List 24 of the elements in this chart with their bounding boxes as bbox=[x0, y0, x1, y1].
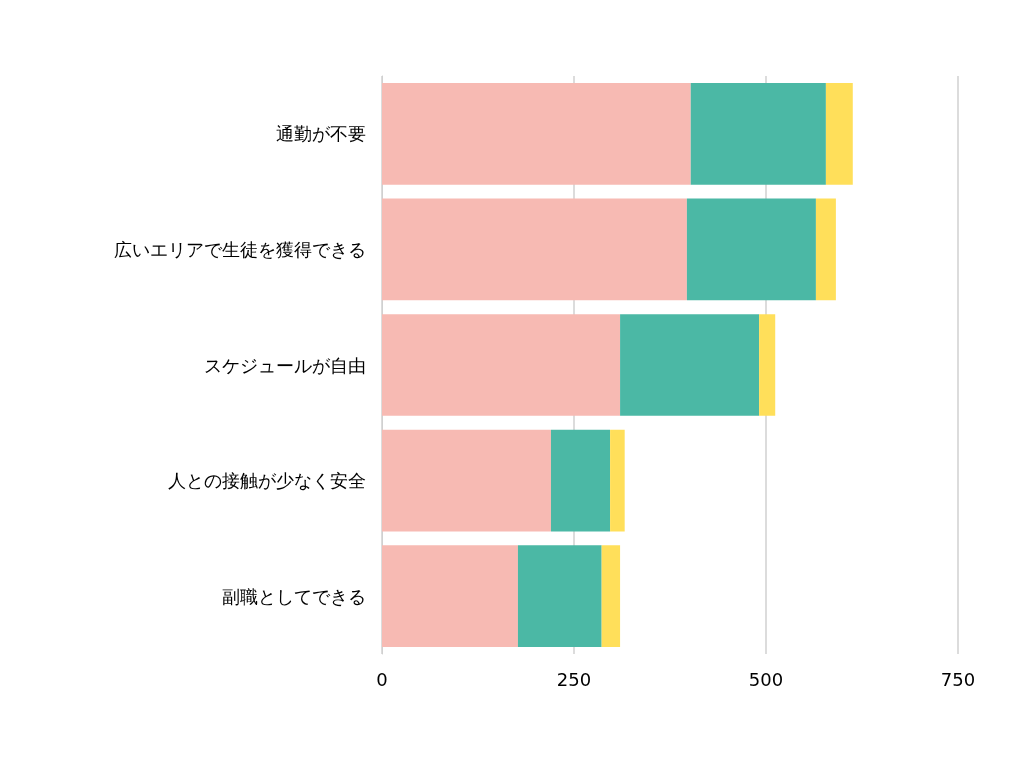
bar bbox=[382, 198, 687, 301]
bar bbox=[759, 314, 776, 416]
bar bbox=[382, 429, 551, 532]
bar bbox=[382, 545, 518, 648]
bar bbox=[610, 429, 625, 532]
x-tick-label: 0 bbox=[376, 668, 388, 690]
y-tick-label: スケジュールが自由 bbox=[204, 354, 366, 376]
bar bbox=[815, 198, 836, 301]
y-tick-label: 広いエリアで生徒を獲得できる bbox=[114, 238, 366, 260]
bar bbox=[620, 314, 760, 416]
bar bbox=[686, 198, 816, 301]
y-tick-label: 副職としてできる bbox=[222, 585, 366, 607]
x-tick-label: 750 bbox=[940, 668, 976, 690]
bar bbox=[601, 545, 621, 648]
bar bbox=[690, 82, 826, 185]
y-tick-label: 人との接触が少なく安全 bbox=[168, 470, 366, 492]
x-tick-label: 500 bbox=[748, 668, 784, 690]
bar bbox=[825, 82, 853, 185]
y-tick-label: 通勤が不要 bbox=[276, 123, 366, 145]
bar bbox=[517, 545, 602, 648]
x-tick-label: 250 bbox=[556, 668, 592, 690]
bar bbox=[382, 82, 691, 185]
bar bbox=[550, 429, 611, 532]
bar bbox=[382, 314, 621, 416]
